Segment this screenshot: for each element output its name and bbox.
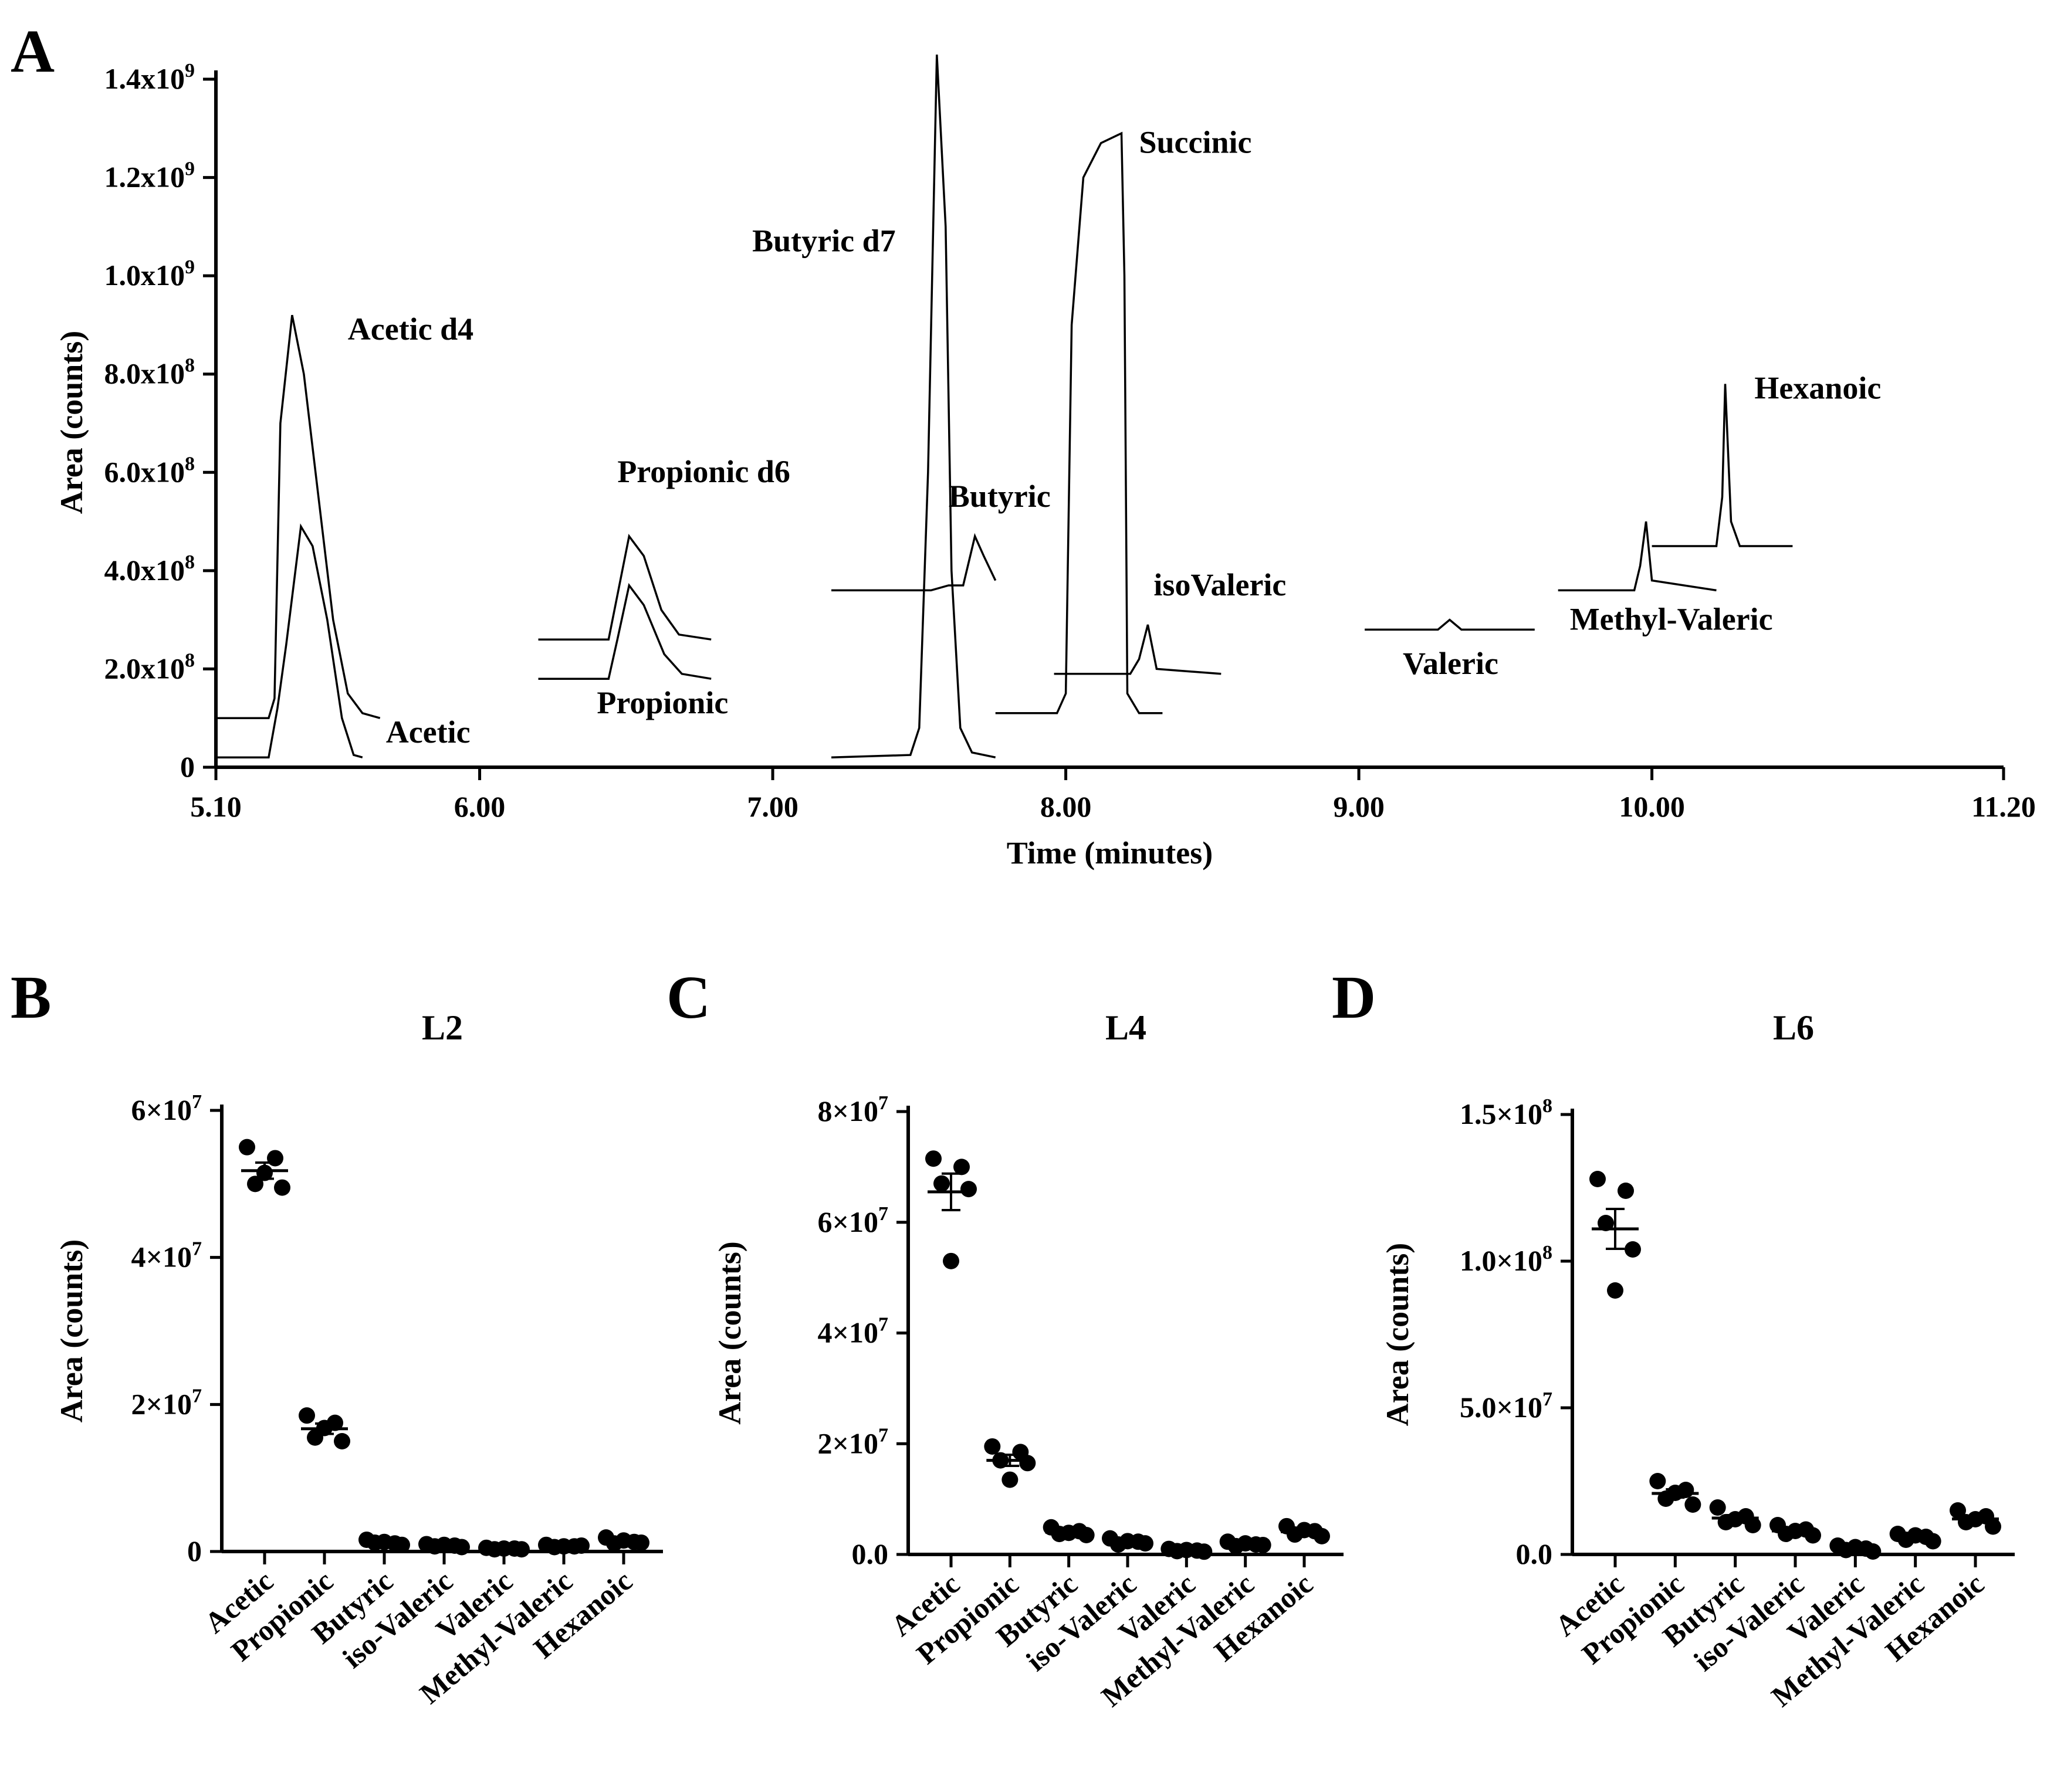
data-point bbox=[1078, 1526, 1095, 1543]
data-point bbox=[1985, 1518, 2001, 1535]
data-point bbox=[454, 1539, 470, 1556]
y-tick-label: 0.0 bbox=[852, 1537, 889, 1570]
peak-label-methyl-valeric: Methyl-Valeric bbox=[1570, 601, 1773, 636]
panel-letter-d: D bbox=[1332, 964, 1376, 1031]
y-tick-label: 4×107 bbox=[818, 1314, 889, 1349]
trace-isovaleric bbox=[1054, 624, 1222, 675]
y-tick-label: 0 bbox=[187, 1534, 202, 1567]
peak-label-acetic-d4: Acetic d4 bbox=[348, 311, 473, 347]
trace-propionic bbox=[538, 582, 712, 680]
y-tick-label: 4×107 bbox=[131, 1238, 202, 1273]
x-tick-label: 10.00 bbox=[1619, 790, 1685, 823]
data-point bbox=[299, 1407, 315, 1424]
data-point bbox=[239, 1139, 255, 1156]
data-point bbox=[1001, 1471, 1019, 1488]
x-tick-label: 9.00 bbox=[1333, 790, 1385, 823]
data-point bbox=[267, 1150, 283, 1167]
y-tick-label: 2×107 bbox=[131, 1385, 202, 1420]
data-point bbox=[334, 1433, 350, 1449]
peak-label-acetic: Acetic bbox=[386, 714, 471, 750]
panel-d-scatter-l6: D L6 0.0 5.0×107 1.0×108 1.5×108 Area (counts)… bbox=[1332, 964, 2015, 1713]
data-point bbox=[1709, 1499, 1726, 1516]
y-tick-label: 6.0x108 bbox=[104, 453, 195, 488]
chart-title: L2 bbox=[422, 1008, 463, 1047]
peak-label-propionic-d6: Propionic d6 bbox=[617, 454, 790, 489]
panel-a-chromatogram: A 0 2.0x108 4.0x108 6.0x108 8.0x108 1.0x109 1.2… bbox=[11, 18, 2036, 870]
panel-letter-b: B bbox=[11, 964, 51, 1031]
data-point bbox=[1649, 1473, 1666, 1489]
y-axis-title: Area (counts) bbox=[54, 1239, 89, 1422]
y-tick-label: 1.5×108 bbox=[1460, 1095, 1552, 1130]
peak-label-butyric-d7: Butyric d7 bbox=[752, 223, 896, 258]
data-point bbox=[274, 1179, 290, 1196]
peak-label-hexanoic: Hexanoic bbox=[1754, 371, 1881, 406]
data-point bbox=[1625, 1241, 1641, 1258]
trace-acetic-d4 bbox=[216, 314, 381, 719]
data-point bbox=[960, 1181, 977, 1198]
y-tick-label: 4.0x108 bbox=[104, 551, 195, 587]
y-tick-label: 8.0x108 bbox=[104, 355, 195, 390]
x-tick-label: 5.10 bbox=[190, 790, 242, 823]
trace-methyl-valeric bbox=[1558, 521, 1717, 592]
data-point bbox=[394, 1536, 410, 1553]
data-point bbox=[1137, 1535, 1153, 1552]
data-point bbox=[943, 1252, 959, 1269]
trace-hexanoic bbox=[1652, 384, 1793, 547]
y-axis-title: Area (counts) bbox=[712, 1241, 747, 1424]
chart-title: L6 bbox=[1773, 1008, 1814, 1047]
trace-propionic-d6 bbox=[538, 534, 712, 641]
y-tick-label: 1.0×108 bbox=[1460, 1242, 1552, 1277]
trace-butyric-d7 bbox=[831, 55, 996, 758]
y-axis-title: Area (counts) bbox=[1380, 1243, 1415, 1426]
x-tick-label: 7.00 bbox=[747, 790, 798, 823]
data-point bbox=[633, 1534, 649, 1551]
data-point bbox=[1618, 1183, 1634, 1199]
chart-title: L4 bbox=[1105, 1008, 1146, 1047]
y-tick-label: 6×107 bbox=[131, 1091, 202, 1126]
y-tick-label: 1.4x109 bbox=[104, 60, 195, 95]
x-tick-label: 11.20 bbox=[1971, 790, 2036, 823]
y-tick-label: 2.0x108 bbox=[104, 649, 195, 685]
data-point bbox=[1865, 1543, 1882, 1560]
y-tick-label: 1.2x109 bbox=[104, 158, 195, 194]
peak-label-isovaleric: isoValeric bbox=[1153, 567, 1286, 602]
panel-letter-c: C bbox=[666, 964, 710, 1031]
data-point bbox=[1589, 1171, 1606, 1187]
peak-label-succinic: Succinic bbox=[1139, 125, 1251, 160]
x-tick-label: 6.00 bbox=[454, 790, 506, 823]
data-point bbox=[1598, 1215, 1614, 1231]
trace-succinic bbox=[995, 131, 1163, 714]
data-point bbox=[1684, 1496, 1701, 1513]
data-point bbox=[1019, 1455, 1036, 1472]
y-tick-label: 2×107 bbox=[818, 1424, 889, 1459]
trace-acetic bbox=[216, 523, 363, 758]
data-point bbox=[1607, 1282, 1623, 1299]
y-tick-label: 0 bbox=[180, 750, 195, 783]
x-axis-title: Time (minutes) bbox=[1007, 835, 1213, 870]
data-point bbox=[925, 1150, 942, 1167]
data-point bbox=[1744, 1517, 1761, 1533]
panel-letter-a: A bbox=[11, 18, 55, 85]
data-point bbox=[933, 1175, 950, 1192]
peak-label-valeric: Valeric bbox=[1403, 646, 1498, 681]
y-tick-label: 1.0x109 bbox=[104, 256, 195, 292]
peak-label-butyric: Butyric bbox=[949, 479, 1051, 514]
y-tick-label: 0.0 bbox=[1516, 1537, 1553, 1570]
trace-valeric bbox=[1365, 618, 1535, 631]
data-point bbox=[984, 1438, 1001, 1455]
data-point bbox=[1924, 1533, 1941, 1550]
y-tick-label: 6×107 bbox=[818, 1203, 889, 1238]
y-tick-label: 8×107 bbox=[818, 1092, 889, 1127]
data-point bbox=[1950, 1502, 1966, 1519]
data-point bbox=[953, 1158, 970, 1176]
y-axis-title: Area (counts) bbox=[54, 331, 89, 514]
trace-butyric bbox=[831, 533, 997, 592]
x-tick-label: 8.00 bbox=[1040, 790, 1092, 823]
y-tick-label: 5.0×107 bbox=[1460, 1388, 1552, 1424]
peak-label-propionic: Propionic bbox=[597, 685, 728, 720]
